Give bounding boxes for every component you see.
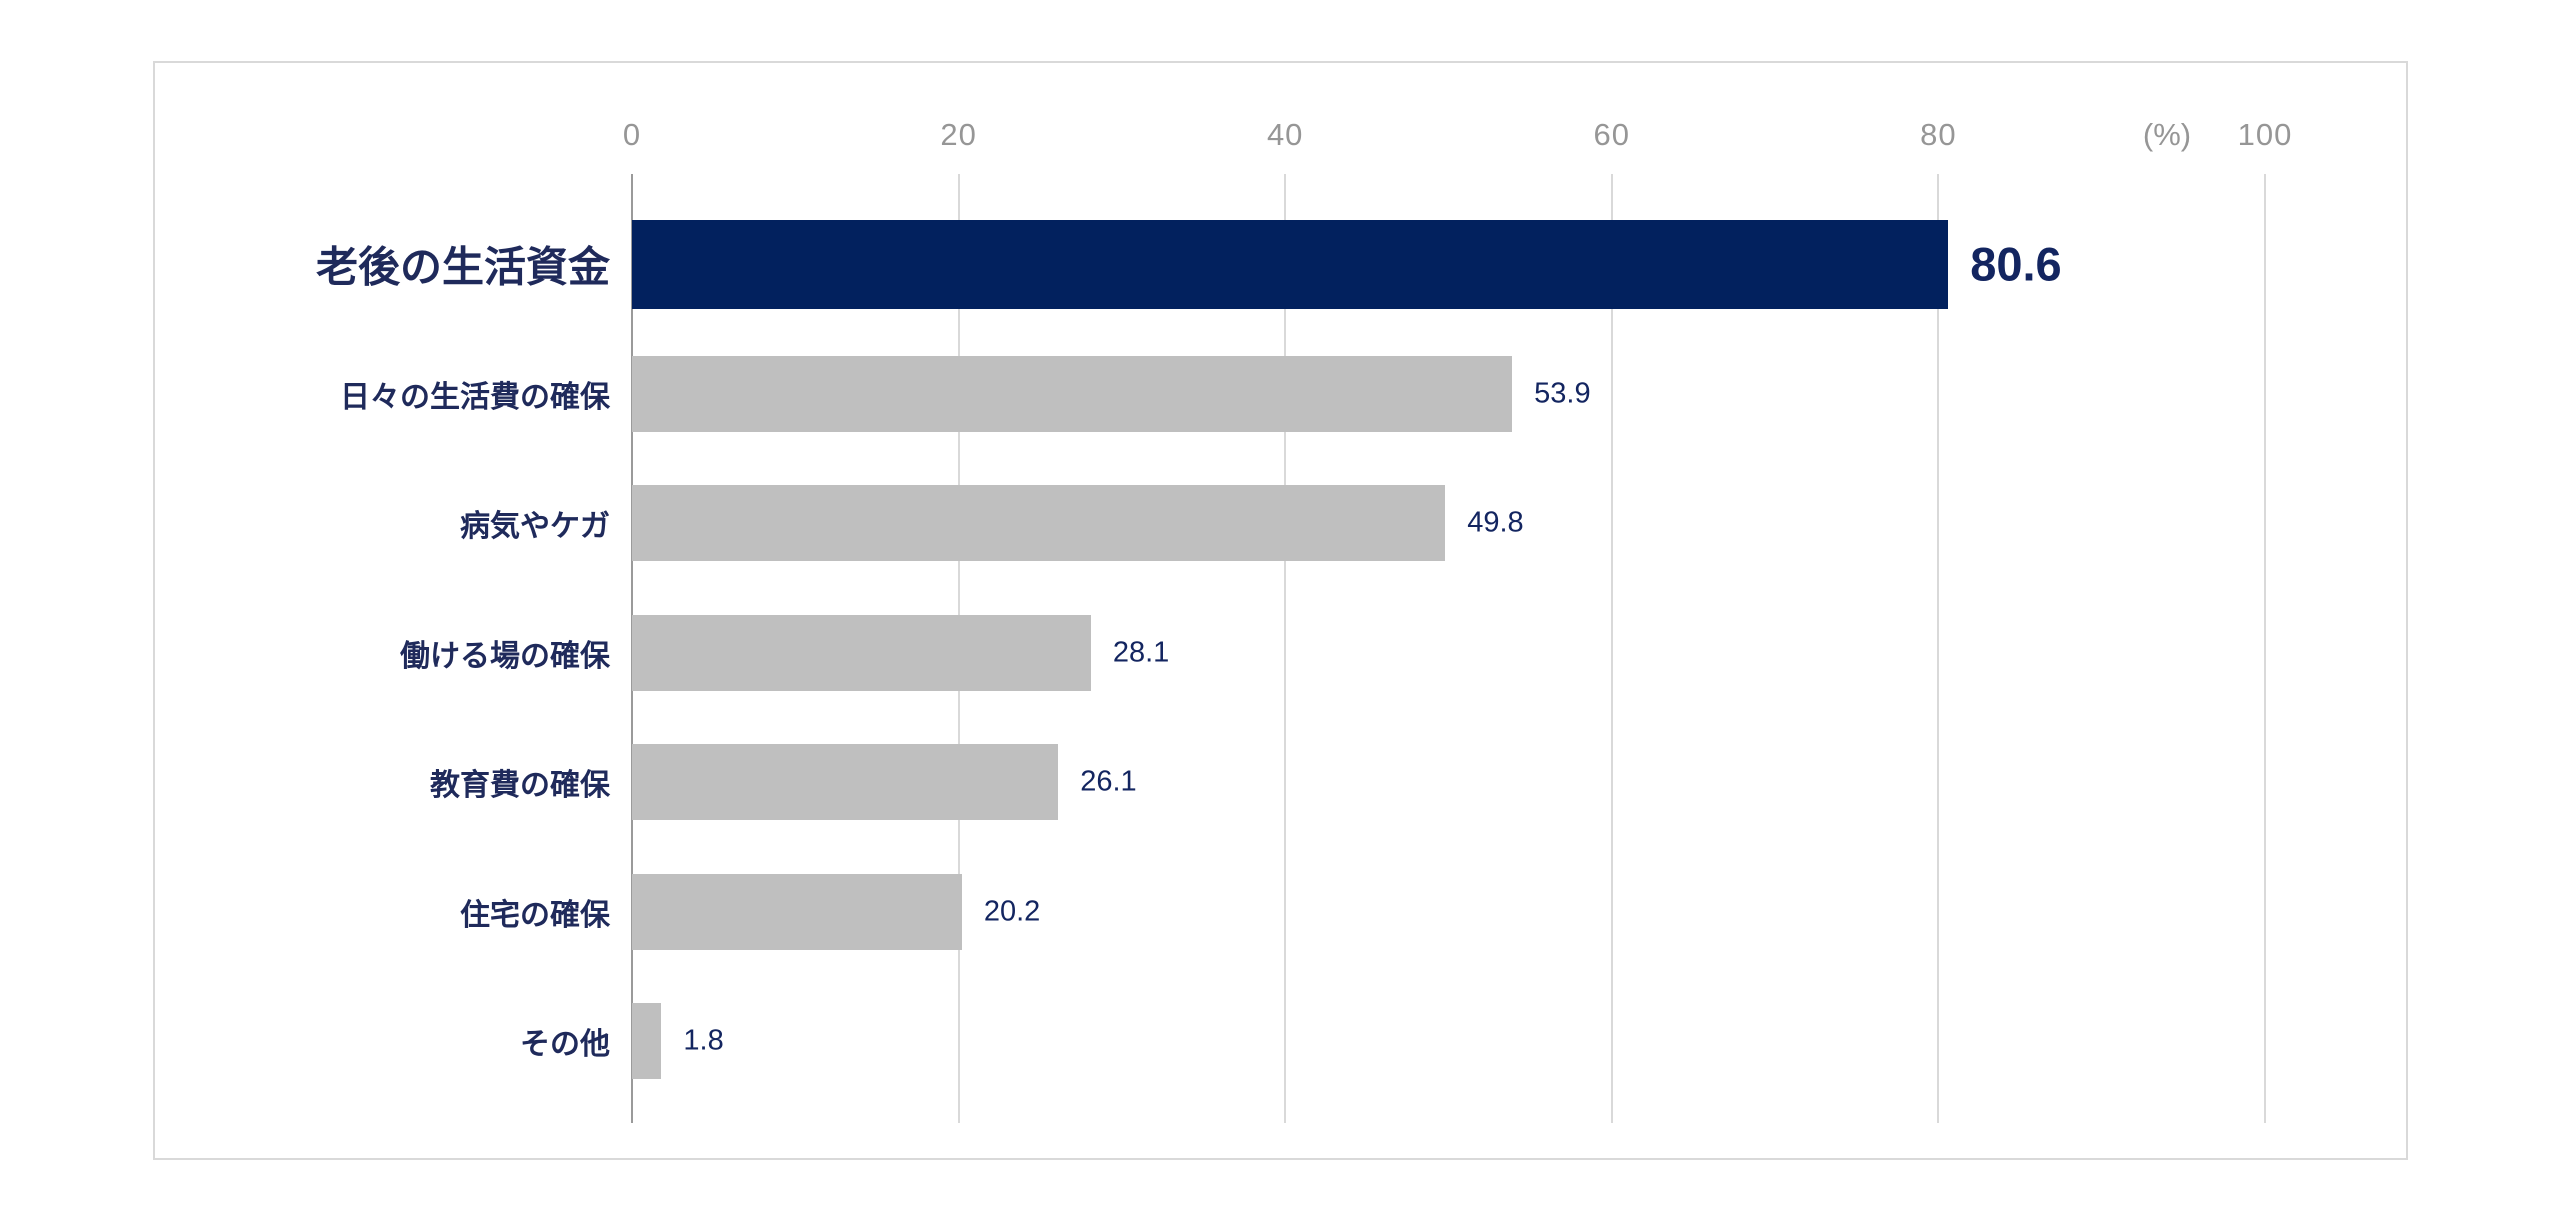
chart-frame: 0 20 40 60 80 100 (%) 老後の生活資金 80.6 日々の生活費の確保 53.9… [153,61,2408,1160]
value-label: 20.2 [983,895,1041,927]
bar [632,744,1059,820]
bar [632,873,962,950]
category-label: 日々の生活費の確保 [340,380,610,414]
x-tick-label: 40 [1266,117,1304,152]
value-label: 49.8 [1467,506,1524,539]
x-tick-label: 0 [622,117,642,152]
percent-unit-label: (%) [2142,117,2192,152]
category-label: 病気やケガ [460,510,610,543]
x-tick-label: 80 [1920,117,1957,152]
gridline [2264,174,2266,1123]
x-tick-label: 100 [2237,117,2293,152]
value-label: 53.9 [1534,377,1591,409]
value-label: 80.6 [1970,237,2062,291]
bar [632,485,1446,561]
x-tick-label: 60 [1593,117,1631,152]
bar [632,1003,662,1079]
category-label: 住宅の確保 [460,898,610,932]
gridline [1284,174,1287,1123]
gridline [1610,174,1613,1123]
category-label: 教育費の確保 [430,769,610,802]
value-label: 1.8 [683,1024,724,1057]
x-tick-label: 20 [940,117,977,152]
gridline [1937,174,1940,1123]
value-label: 26.1 [1080,765,1137,798]
bar [632,614,1091,691]
bar-highlighted [632,219,1949,309]
category-label: 老後の生活資金 [315,243,610,291]
category-label: 働ける場の確保 [400,639,610,673]
value-label: 28.1 [1112,636,1170,668]
bar [632,355,1513,432]
category-label: その他 [520,1028,610,1061]
